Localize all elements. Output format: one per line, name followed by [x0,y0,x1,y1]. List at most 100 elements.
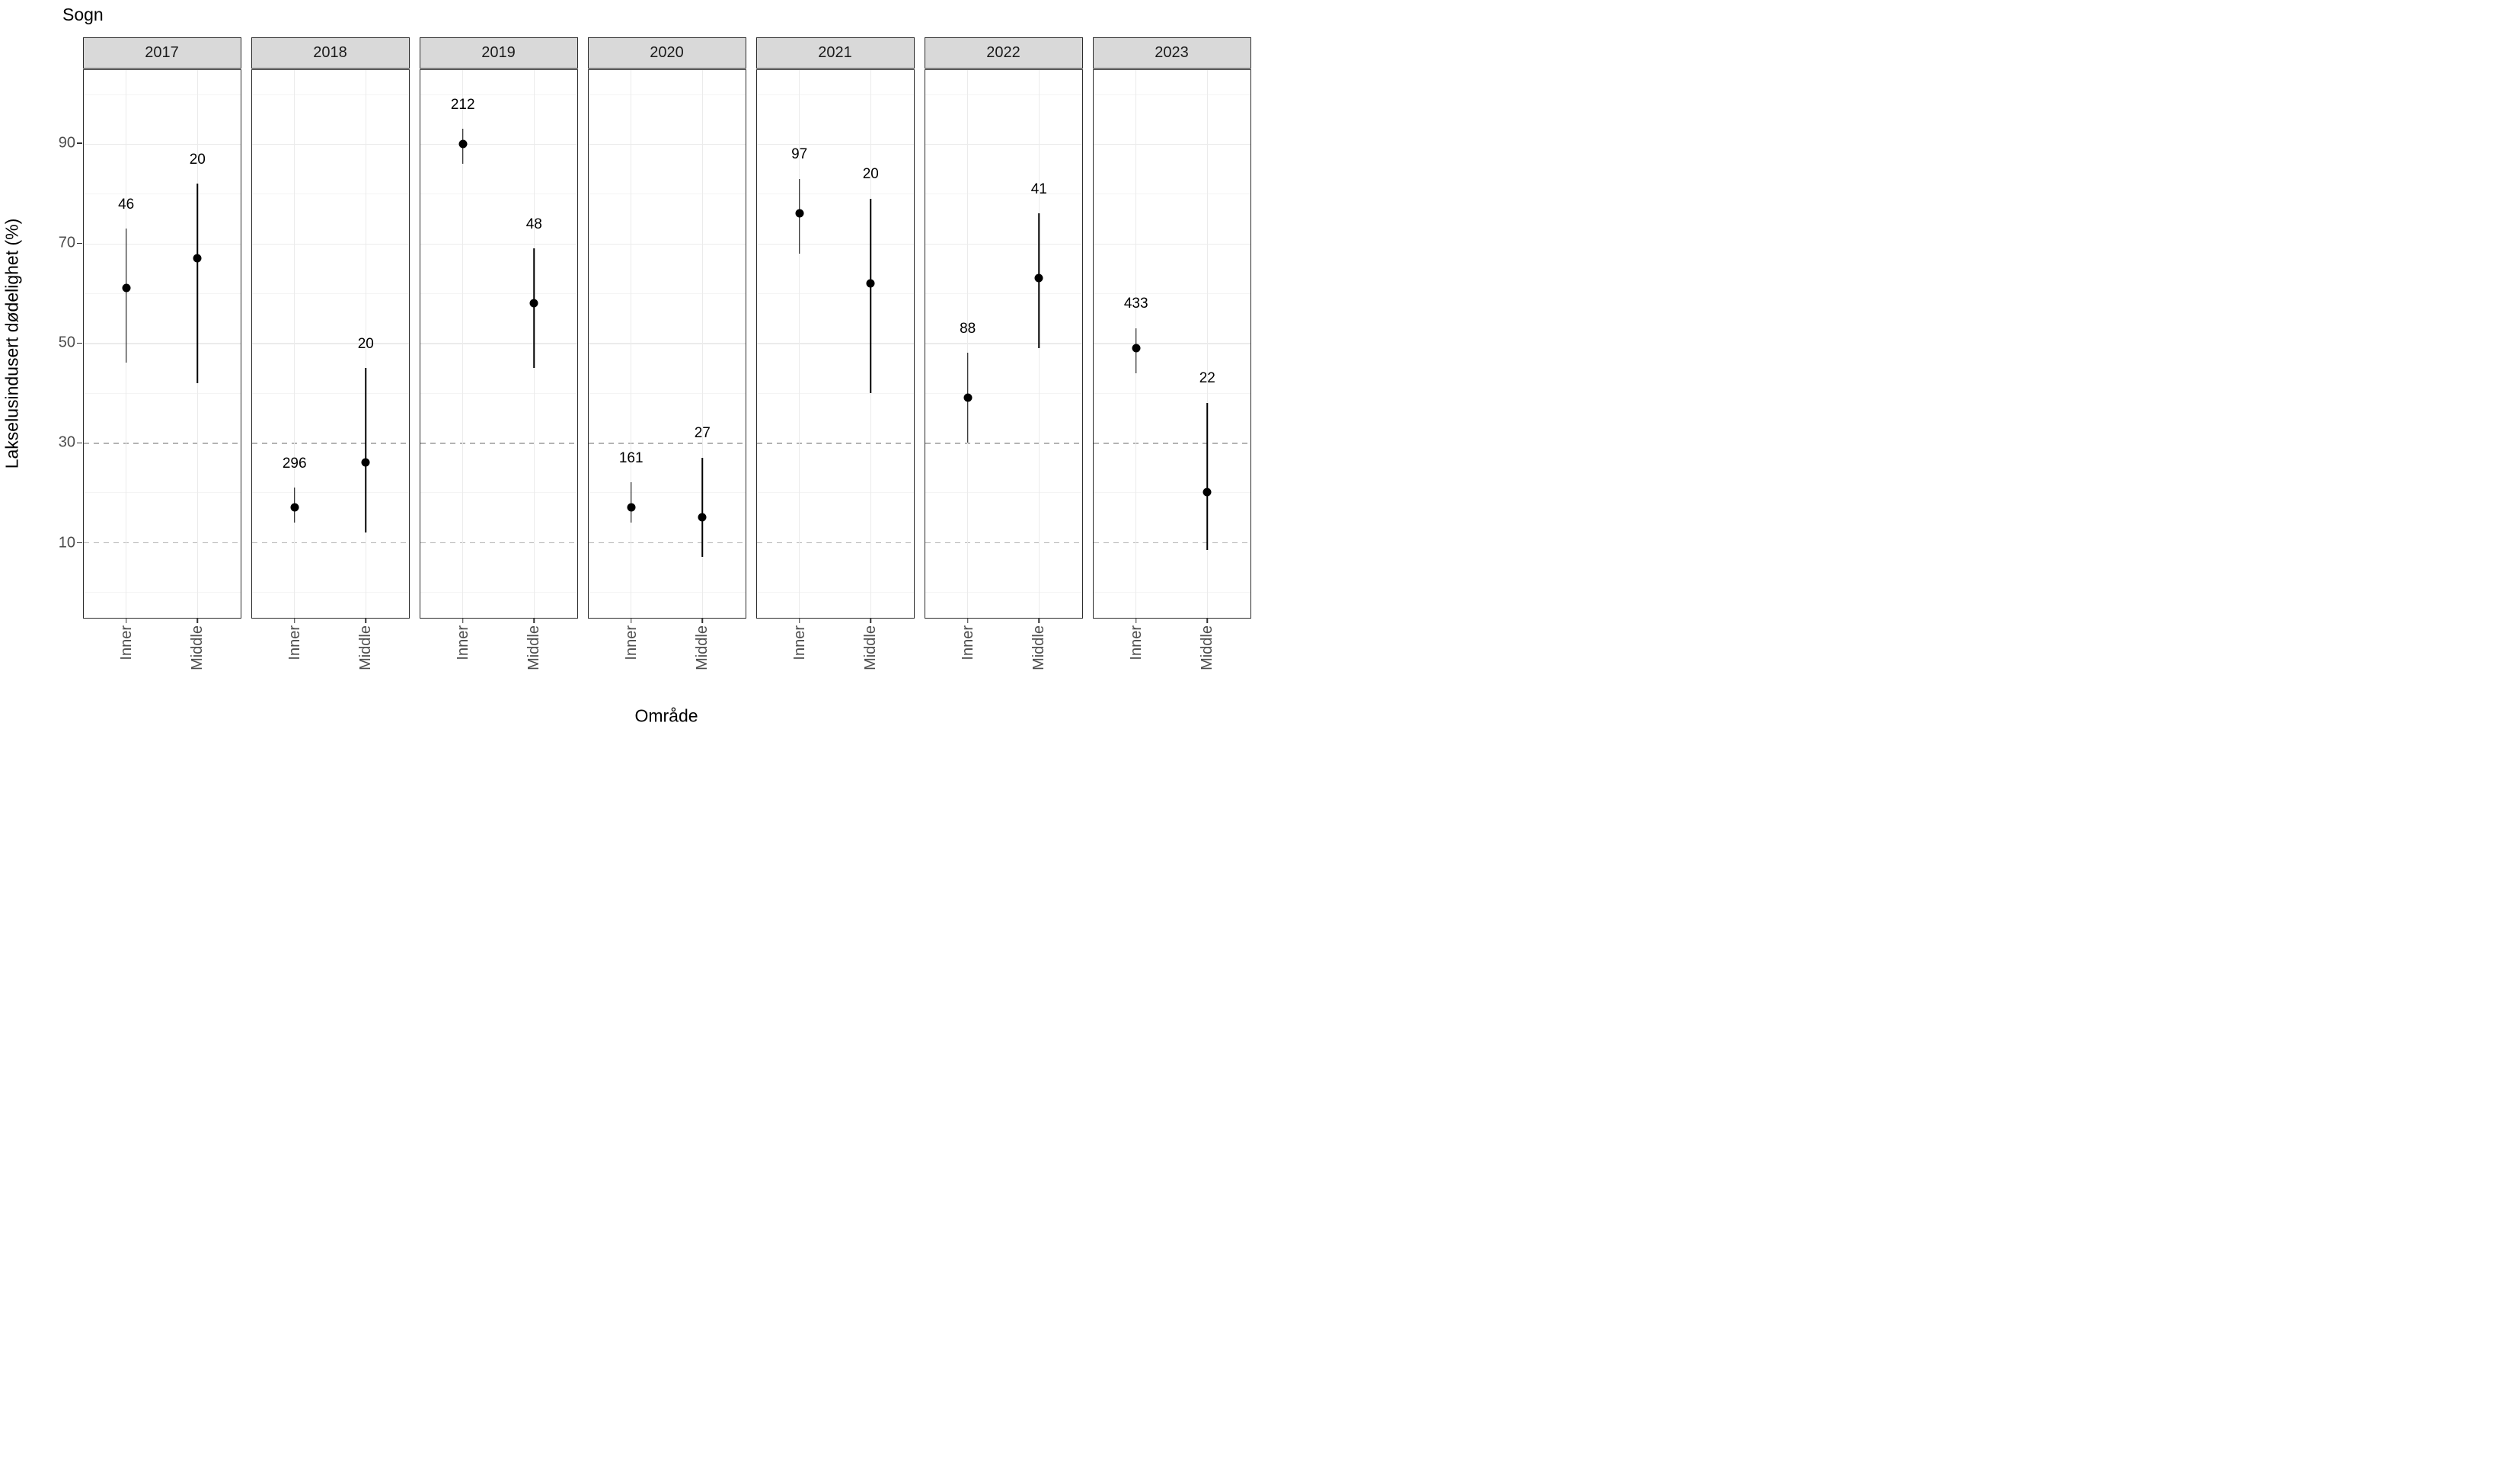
x-tick-label: Inner [622,625,640,660]
gridline-minor [83,392,241,394]
gridline-minor [83,193,241,195]
data-point [458,139,468,149]
chart-title: Sogn [62,5,104,24]
facet-panel: 97 Inner 20 Middle [755,69,915,670]
gridline-vertical [798,69,800,618]
count-label: 212 [450,96,475,113]
x-tick-label: Middle [525,625,543,670]
x-tick-mark [1206,617,1209,623]
y-tick-mark [77,342,82,344]
dashed-reference-line [83,542,241,544]
gridline-major [251,343,409,344]
gridline-major [756,343,914,344]
dashed-reference-line [756,443,914,444]
dashed-reference-line [925,443,1082,444]
gridline-major [588,243,746,245]
gridline-major [420,243,577,245]
count-label: 433 [1123,296,1148,312]
dashed-reference-line [420,542,577,544]
count-label: 97 [791,146,808,163]
gridline-major [756,243,914,245]
facet-panel: 88 Inner 41 Middle [924,69,1083,670]
gridline-major [588,143,746,146]
gridline-major [251,143,409,146]
x-tick-label: Middle [1199,625,1216,670]
data-point [290,503,299,512]
x-tick-label: Inner [1127,625,1145,660]
data-point [698,513,707,522]
gridline-minor [756,193,914,195]
count-label: 296 [282,455,307,472]
gridline-minor [251,193,409,195]
y-tick-label: 30 [58,433,75,451]
gridline-major [420,143,577,146]
gridline-minor [1093,592,1250,593]
y-tick-label: 90 [58,134,75,152]
x-tick-mark [196,617,199,623]
dashed-reference-line [251,443,409,444]
error-bar [365,368,367,532]
gridline-minor [588,193,746,195]
data-point [193,254,202,263]
count-label: 88 [960,321,976,337]
gridline-vertical [1206,69,1209,618]
x-tick-label: Middle [694,625,711,670]
count-label: 161 [618,449,644,466]
gridline-major [1093,143,1250,146]
error-bar [701,457,704,558]
facet-strip: 2021 [755,37,915,69]
gridline-minor [756,94,914,95]
data-point [361,458,370,467]
x-tick-label: Inner [959,625,976,660]
x-tick-mark [1038,617,1040,623]
dashed-reference-line [756,542,914,544]
gridline-minor [588,94,746,95]
gridline-minor [251,592,409,593]
gridline-major [420,343,577,344]
data-point [529,299,538,308]
gridline-vertical [630,69,632,618]
data-point [122,283,131,293]
data-point [1132,344,1141,353]
gridline-minor [420,193,577,195]
facet-panel: 212 Inner 48 Middle [419,69,578,670]
x-axis-title: Område [634,705,698,726]
gridline-minor [1093,293,1250,294]
gridline-major [925,143,1082,146]
facet-strip: 2018 [251,37,410,69]
x-tick-mark [1135,617,1137,623]
chart-figure: Sogn Lakselusindusert dødelighet (%) Omr… [0,0,1260,736]
dashed-reference-line [420,443,577,444]
error-bar [1206,402,1209,550]
y-tick-mark [77,242,82,244]
y-tick-label: 70 [58,234,75,251]
gridline-minor [420,94,577,95]
y-tick-mark [77,142,82,144]
error-bar [196,184,199,383]
x-tick-mark [798,617,800,623]
count-label: 22 [1199,370,1215,387]
gridline-minor [925,492,1082,494]
gridline-major [1093,243,1250,245]
gridline-minor [925,293,1082,294]
gridline-major [925,343,1082,344]
facet-strip: 2023 [1092,37,1251,69]
gridline-minor [83,492,241,494]
x-tick-mark [630,617,632,623]
x-tick-mark [870,617,872,623]
y-tick-mark [77,442,82,444]
dashed-reference-line [1093,542,1250,544]
error-bar [870,198,872,393]
facet-panel: 296 Inner 20 Middle [251,69,410,670]
data-point [1034,273,1043,283]
dashed-reference-line [251,542,409,544]
gridline-minor [251,492,409,494]
x-tick-mark [293,617,295,623]
dashed-reference-line [588,443,746,444]
count-label: 20 [862,166,879,183]
count-label: 41 [1030,181,1047,198]
gridline-minor [925,193,1082,195]
gridline-major [83,143,241,146]
gridline-minor [420,492,577,494]
x-tick-mark [125,617,127,623]
